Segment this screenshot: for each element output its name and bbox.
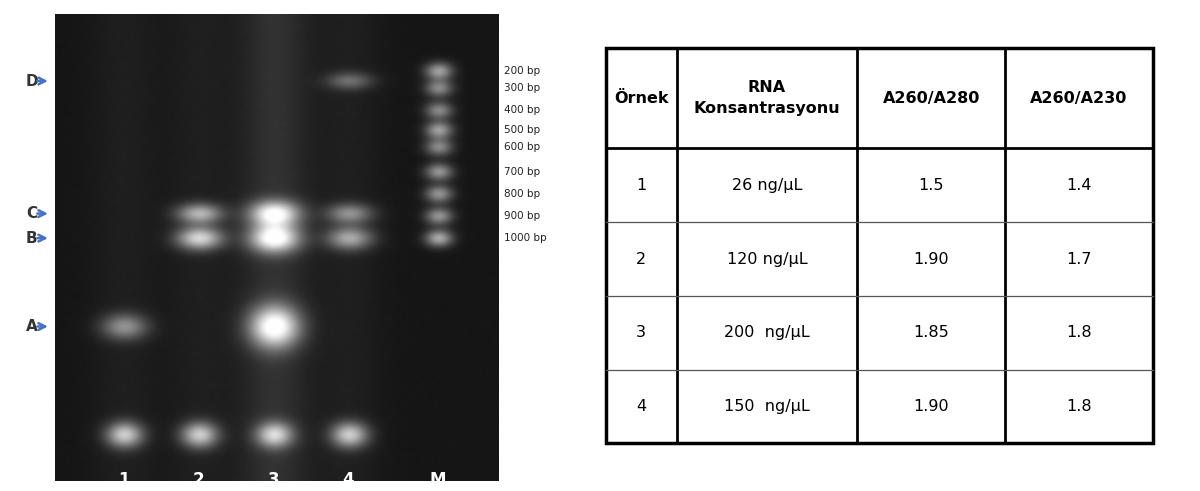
Text: 4: 4: [636, 399, 647, 414]
Text: 900 bp: 900 bp: [504, 211, 540, 221]
Text: C: C: [26, 206, 37, 221]
Text: 150  ng/μL: 150 ng/μL: [724, 399, 810, 414]
Text: 700 bp: 700 bp: [504, 167, 540, 177]
Text: 2: 2: [636, 251, 647, 267]
Text: M: M: [430, 470, 446, 489]
Text: 1: 1: [636, 178, 647, 193]
Text: 3: 3: [268, 470, 280, 489]
Text: 4: 4: [343, 470, 354, 489]
Text: 2: 2: [193, 470, 204, 489]
Text: 1.5: 1.5: [918, 178, 944, 193]
Text: 300 bp: 300 bp: [504, 83, 540, 93]
Text: 500 bp: 500 bp: [504, 125, 540, 135]
Text: B: B: [26, 231, 37, 246]
Text: 200  ng/μL: 200 ng/μL: [725, 326, 810, 340]
Text: 600 bp: 600 bp: [504, 142, 540, 152]
Text: A260/A230: A260/A230: [1030, 90, 1128, 106]
Text: 1000 bp: 1000 bp: [504, 233, 547, 243]
Text: A260/A280: A260/A280: [882, 90, 980, 106]
Text: 1.8: 1.8: [1066, 326, 1092, 340]
Text: 200 bp: 200 bp: [504, 66, 540, 76]
Text: 1.90: 1.90: [913, 251, 949, 267]
Text: 3: 3: [636, 326, 647, 340]
Bar: [55, 15, 498, 481]
Text: 1.8: 1.8: [1066, 399, 1092, 414]
Text: 26 ng/μL: 26 ng/μL: [732, 178, 803, 193]
Text: 1.90: 1.90: [913, 399, 949, 414]
Text: A: A: [26, 319, 37, 334]
Text: 400 bp: 400 bp: [504, 106, 540, 115]
Text: RNA
Konsantrasyonu: RNA Konsantrasyonu: [694, 80, 840, 116]
Text: 1.7: 1.7: [1066, 251, 1092, 267]
Text: Örnek: Örnek: [614, 90, 668, 106]
Text: 1.4: 1.4: [1066, 178, 1092, 193]
Text: 800 bp: 800 bp: [504, 189, 540, 199]
Text: D: D: [25, 74, 38, 88]
Text: 1.85: 1.85: [913, 326, 949, 340]
Text: 120 ng/μL: 120 ng/μL: [727, 251, 808, 267]
Text: 1: 1: [118, 470, 130, 489]
